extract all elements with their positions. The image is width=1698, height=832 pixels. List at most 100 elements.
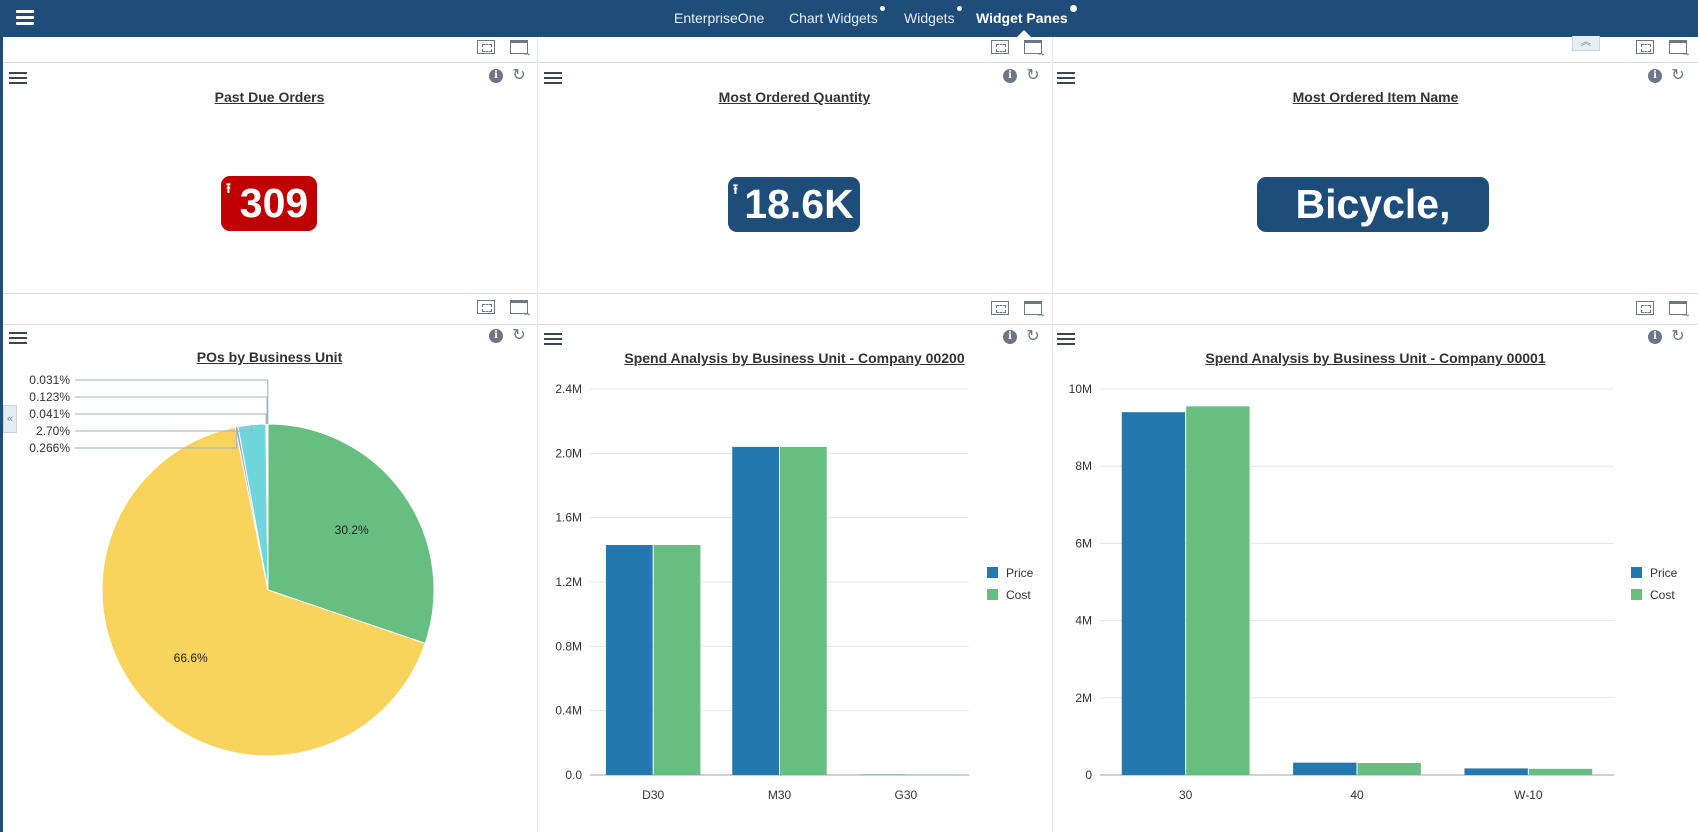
chart-title-pos-by-business-unit[interactable]: POs by Business Unit: [196, 349, 343, 365]
main-menu-icon[interactable]: [16, 10, 34, 26]
pane-actions-icon[interactable]: [1669, 40, 1691, 59]
bar: [1121, 412, 1186, 775]
y-tick-label: 1.2M: [555, 575, 582, 589]
maximize-pane-icon[interactable]: [1636, 301, 1654, 315]
x-tick-label: W-10: [1514, 788, 1543, 802]
maximize-pane-icon[interactable]: [477, 40, 495, 54]
info-icon[interactable]: i: [1003, 69, 1017, 83]
pie-slice-label: 0.266%: [29, 441, 70, 455]
bar: [653, 545, 701, 775]
legend-label: Cost: [1006, 588, 1031, 602]
tab-label: Chart Widgets: [789, 10, 878, 26]
pane-actions-icon[interactable]: [1024, 301, 1046, 320]
pane-toolbar-divider: [3, 62, 536, 63]
y-tick-label: 0.8M: [555, 639, 582, 653]
panel-menu-icon[interactable]: [544, 333, 562, 345]
bar: [1186, 406, 1250, 775]
tab-chart-widgets[interactable]: Chart Widgets: [789, 6, 885, 26]
bar: [1528, 768, 1593, 775]
kpi-badge-most-ordered-item-name: Bicycle, Red: [1257, 177, 1489, 282]
maximize-pane-icon[interactable]: [991, 40, 1009, 54]
pane-divider: [1053, 293, 1698, 294]
pie-leader-line: [75, 426, 238, 449]
y-tick-label: 2M: [1075, 691, 1092, 705]
pane-toolbar-divider: [538, 62, 1051, 63]
bar: [1293, 762, 1357, 775]
tab-widget-panes[interactable]: Widget Panes: [976, 5, 1077, 26]
x-tick-label: D30: [642, 788, 664, 802]
info-icon[interactable]: i: [1003, 330, 1017, 344]
panel-menu-icon[interactable]: [544, 72, 562, 84]
bar: [605, 545, 653, 775]
y-tick-label: 0.4M: [555, 704, 582, 718]
panel-menu-icon[interactable]: [9, 332, 27, 344]
info-icon[interactable]: i: [1648, 330, 1662, 344]
tab-indicator-dot: [956, 6, 962, 11]
refresh-icon[interactable]: ↻: [1671, 328, 1685, 345]
pane-toolbar-divider: [538, 324, 1051, 325]
pane-actions-icon[interactable]: [1669, 301, 1691, 320]
pane-divider: [538, 293, 1051, 294]
panel-menu-icon[interactable]: [1057, 72, 1075, 84]
maximize-pane-icon[interactable]: [477, 300, 495, 314]
maximize-pane-icon[interactable]: [1636, 40, 1654, 54]
refresh-icon[interactable]: ↻: [512, 327, 526, 344]
x-tick-label: 30: [1179, 788, 1193, 802]
x-tick-label: M30: [768, 788, 792, 802]
pane-toolbar-divider: [1053, 62, 1698, 63]
legend-label: Price: [1006, 566, 1034, 580]
pane-actions-icon[interactable]: [1024, 40, 1046, 59]
pie-slice-label: 0.041%: [29, 407, 70, 421]
y-tick-label: 10M: [1069, 382, 1092, 396]
tab-enterpriseone[interactable]: EnterpriseOne: [674, 10, 764, 26]
refresh-icon[interactable]: ↻: [1671, 67, 1685, 84]
legend-label: Cost: [1650, 588, 1675, 602]
arrow-up-bar-icon: ⭱: [733, 181, 738, 197]
chart-title-spend-analysis-00001[interactable]: Spend Analysis by Business Unit - Compan…: [1205, 350, 1546, 366]
refresh-icon[interactable]: ↻: [1026, 67, 1040, 84]
info-icon[interactable]: i: [489, 69, 503, 83]
info-icon[interactable]: i: [489, 329, 503, 343]
collapse-up-button[interactable]: ︽: [1572, 36, 1600, 51]
panel-menu-icon[interactable]: [9, 72, 27, 84]
bar: [1464, 768, 1528, 775]
pie-slice-label: 66.6%: [174, 651, 208, 665]
bar: [732, 446, 779, 775]
pie-leader-line: [75, 413, 267, 425]
info-icon[interactable]: i: [1648, 69, 1662, 83]
top-navigation-bar: EnterpriseOne Chart Widgets Widgets Widg…: [0, 0, 1698, 37]
column-divider: [537, 37, 538, 832]
pie-slice: [267, 423, 435, 645]
refresh-icon[interactable]: ↻: [1026, 328, 1040, 345]
bar-chart-company-00200: 0.0 0.4M 0.8M 1.2M 1.6M 2.0M 2.4M D30 M30 G30 Pric…: [555, 382, 1034, 802]
kpi-badge-past-due-orders: ⭱ 309: [221, 176, 317, 231]
maximize-pane-icon[interactable]: [991, 301, 1009, 315]
y-tick-label: 0: [1085, 768, 1092, 782]
collapse-left-pane-button[interactable]: «: [3, 405, 17, 433]
legend-swatch: [987, 589, 998, 600]
legend-swatch: [1631, 567, 1642, 578]
tab-indicator-dot: [1069, 5, 1077, 12]
pane-toolbar-divider: [1053, 324, 1698, 325]
bar-chart-company-00001: 0 2M 4M 6M 8M 10M 30 40 W-10 Price Cost: [1069, 382, 1678, 802]
panel-menu-icon[interactable]: [1057, 333, 1075, 345]
kpi-title-most-ordered-item-name[interactable]: Most Ordered Item Name: [1292, 89, 1459, 105]
legend-swatch: [987, 567, 998, 578]
y-tick-label: 2.4M: [555, 382, 582, 396]
pane-actions-icon[interactable]: [510, 300, 532, 319]
bar: [1357, 763, 1421, 775]
tab-label: Widgets: [904, 10, 955, 26]
y-tick-label: 4M: [1075, 614, 1092, 628]
pie-slice-label: 0.123%: [29, 390, 70, 404]
tab-widgets[interactable]: Widgets: [904, 6, 962, 26]
refresh-icon[interactable]: ↻: [512, 67, 526, 84]
chart-title-spend-analysis-00200[interactable]: Spend Analysis by Business Unit - Compan…: [624, 350, 965, 366]
legend-swatch: [1631, 589, 1642, 600]
x-tick-label: 40: [1350, 788, 1364, 802]
kpi-title-past-due-orders[interactable]: Past Due Orders: [214, 89, 325, 105]
kpi-value: 309: [239, 180, 309, 226]
pane-actions-icon[interactable]: [510, 40, 532, 59]
legend-label: Price: [1650, 566, 1678, 580]
kpi-title-most-ordered-quantity[interactable]: Most Ordered Quantity: [718, 89, 871, 105]
arrow-up-bar-icon: ⭱: [226, 180, 231, 196]
